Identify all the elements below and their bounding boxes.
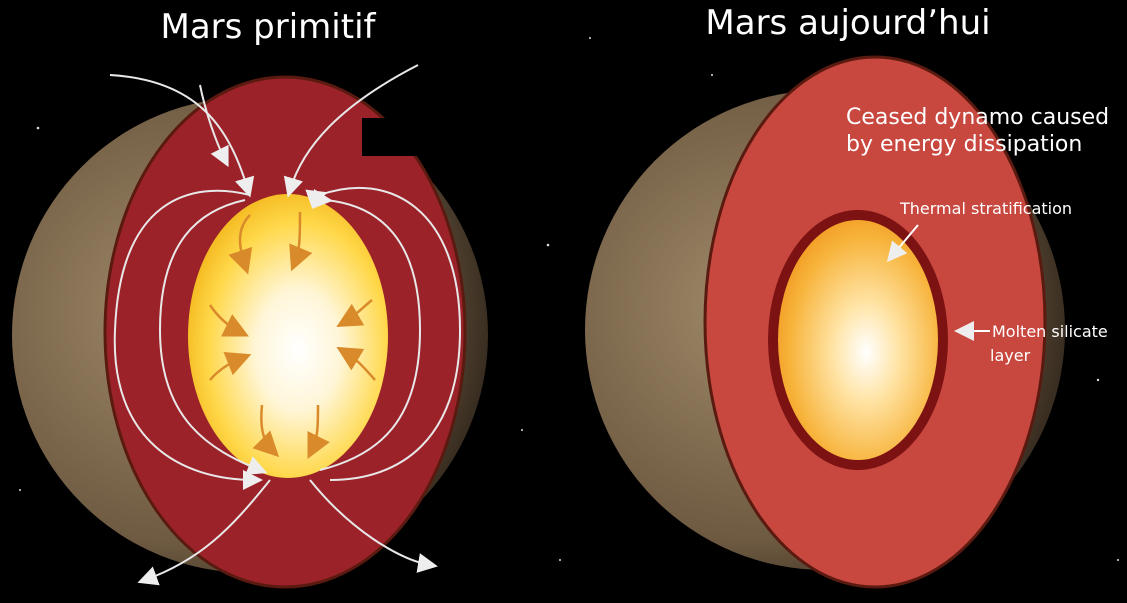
star: [37, 127, 40, 130]
annotation: by energy dissipation: [846, 132, 1082, 157]
mars-early: [12, 65, 488, 587]
core: [778, 220, 938, 460]
mask: [362, 118, 432, 156]
page: Mars primitif Mars aujourd’hui Ceased dy…: [0, 0, 1127, 603]
layer-label: layer: [990, 346, 1031, 365]
star: [1117, 559, 1119, 561]
annotation: Ceased dynamo caused: [846, 105, 1109, 130]
star: [711, 74, 713, 76]
star: [521, 429, 523, 431]
star: [19, 489, 21, 491]
star: [589, 37, 591, 39]
star: [547, 244, 550, 247]
core-label: Thermal stratification: [899, 199, 1072, 218]
layer-label: Molten silicate: [992, 322, 1108, 341]
star: [1097, 379, 1099, 381]
diagram: Mars primitif Mars aujourd’hui Ceased dy…: [0, 0, 1127, 603]
panel-title: Mars primitif: [161, 7, 377, 47]
star: [559, 559, 561, 561]
core: [188, 194, 388, 478]
panel-title: Mars aujourd’hui: [705, 3, 990, 43]
